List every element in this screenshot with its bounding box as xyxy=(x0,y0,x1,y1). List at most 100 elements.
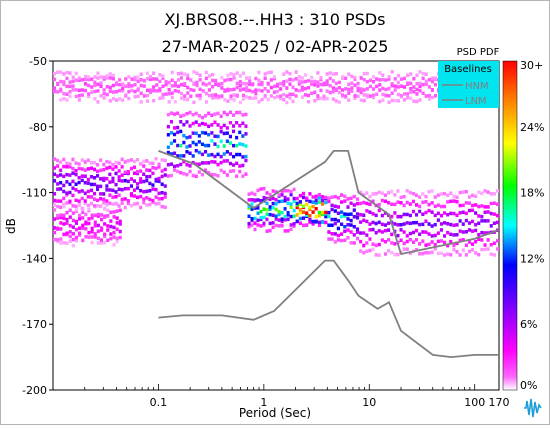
density-cell-band-4 xyxy=(262,195,266,200)
density-cell-band-1 xyxy=(100,241,104,245)
density-cell-band-0 xyxy=(130,88,134,93)
density-cell-band-0 xyxy=(269,70,273,74)
density-cell-band-6 xyxy=(346,223,350,227)
density-cell-band-0 xyxy=(152,77,156,81)
density-cell-band-2 xyxy=(129,177,133,181)
density-cell-band-7 xyxy=(415,238,419,242)
density-cell-band-0 xyxy=(170,84,174,88)
density-cell-band-0 xyxy=(102,75,106,79)
density-cell-band-7 xyxy=(405,189,409,193)
density-cell-band-4 xyxy=(280,219,284,224)
density-cell-band-0 xyxy=(279,87,283,91)
density-cell-band-3 xyxy=(238,130,242,135)
density-cell-band-0 xyxy=(53,89,57,94)
density-cell-band-3 xyxy=(173,164,177,169)
density-cell-band-7 xyxy=(443,234,447,238)
density-cell-band-1 xyxy=(59,237,63,241)
density-cell-band-6 xyxy=(352,208,356,212)
density-cell-band-7 xyxy=(424,210,428,215)
density-cell-band-1 xyxy=(68,230,72,234)
y-tick-label: -50 xyxy=(29,55,47,68)
density-cell-band-4 xyxy=(265,208,269,212)
density-cell-band-1 xyxy=(93,224,97,228)
density-cell-band-0 xyxy=(381,73,385,77)
density-cell-band-4 xyxy=(274,217,278,221)
density-cell-band-7 xyxy=(443,240,447,245)
density-cell-band-0 xyxy=(220,86,224,90)
density-cell-band-2 xyxy=(65,180,69,184)
density-cell-band-3 xyxy=(241,174,245,178)
density-cell-band-1 xyxy=(68,224,72,228)
density-cell-band-0 xyxy=(149,74,153,79)
density-cell-band-7 xyxy=(495,247,499,251)
density-cell-band-3 xyxy=(232,124,236,128)
density-cell-band-5 xyxy=(321,198,325,203)
density-cell-band-1 xyxy=(106,238,110,242)
density-cell-band-3 xyxy=(173,151,177,155)
density-cell-band-7 xyxy=(495,220,499,225)
density-cell-band-3 xyxy=(216,174,220,178)
density-cell-band-1 xyxy=(112,230,116,235)
density-cell-band-1 xyxy=(56,238,60,242)
density-cell-band-7 xyxy=(368,237,372,241)
density-cell-band-7 xyxy=(421,200,425,205)
density-cell-band-7 xyxy=(452,199,456,203)
density-cell-band-6 xyxy=(327,199,331,204)
density-cell-band-7 xyxy=(374,213,378,218)
density-cell-band-4 xyxy=(289,227,293,231)
density-cell-band-0 xyxy=(331,90,335,94)
density-cell-band-1 xyxy=(84,220,88,224)
density-cell-band-7 xyxy=(489,192,493,196)
density-cell-band-1 xyxy=(65,218,69,222)
density-cell-band-7 xyxy=(474,239,478,244)
legend: Baselines HNM LNM xyxy=(438,61,499,108)
density-cell-band-2 xyxy=(71,166,75,171)
density-cell-band-7 xyxy=(461,248,465,252)
density-cell-band-4 xyxy=(247,225,251,229)
density-cell-band-0 xyxy=(272,84,276,89)
density-cell-band-3 xyxy=(173,168,177,172)
y-tick-label: -110 xyxy=(22,187,47,200)
density-cell-band-0 xyxy=(245,95,249,99)
density-cell-band-0 xyxy=(272,95,276,100)
density-cell-band-2 xyxy=(111,176,115,181)
density-cell-band-7 xyxy=(436,251,440,256)
density-cell-band-7 xyxy=(492,201,496,205)
density-cell-band-0 xyxy=(84,77,88,81)
density-cell-band-5 xyxy=(324,214,328,219)
density-cell-band-3 xyxy=(185,162,189,167)
density-cell-band-2 xyxy=(93,197,97,201)
density-cell-band-4 xyxy=(289,214,293,219)
density-cell-band-7 xyxy=(458,211,462,215)
density-cell-band-1 xyxy=(118,208,122,213)
density-cell-band-7 xyxy=(399,214,403,219)
density-cell-band-0 xyxy=(238,88,242,92)
density-cell-band-0 xyxy=(59,70,63,74)
density-cell-band-4 xyxy=(256,198,260,202)
density-cell-band-0 xyxy=(427,97,431,101)
density-cell-band-7 xyxy=(477,252,481,257)
density-cell-band-3 xyxy=(173,126,177,130)
density-cell-band-3 xyxy=(213,160,217,164)
density-cell-band-2 xyxy=(157,179,161,184)
density-cell-band-7 xyxy=(483,243,487,247)
density-cell-band-3 xyxy=(216,162,220,167)
density-cell-band-0 xyxy=(263,76,267,80)
density-cell-band-0 xyxy=(149,88,153,92)
density-cell-band-3 xyxy=(188,169,192,174)
density-cell-band-2 xyxy=(56,187,60,191)
density-cell-band-0 xyxy=(285,100,289,105)
density-cell-band-2 xyxy=(86,158,90,162)
density-cell-band-1 xyxy=(106,208,110,213)
density-cell-band-0 xyxy=(142,79,146,83)
density-cell-band-2 xyxy=(93,176,97,180)
density-cell-band-7 xyxy=(399,238,403,242)
density-cell-band-0 xyxy=(396,99,400,103)
density-cell-band-0 xyxy=(362,78,366,82)
density-cell-band-7 xyxy=(405,221,409,225)
density-cell-band-2 xyxy=(53,166,57,170)
density-cell-band-2 xyxy=(129,192,133,196)
density-cell-band-2 xyxy=(120,165,124,169)
density-cell-band-0 xyxy=(241,93,245,98)
density-cell-band-0 xyxy=(235,85,239,90)
